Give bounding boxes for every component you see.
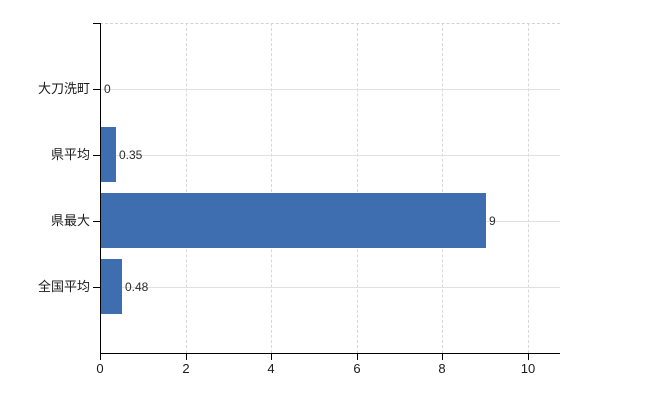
gridline-horizontal bbox=[100, 287, 560, 288]
x-axis-tick bbox=[442, 353, 443, 360]
y-axis-tick bbox=[93, 155, 100, 156]
y-axis-tick bbox=[93, 89, 100, 90]
y-axis-line bbox=[100, 23, 101, 354]
x-axis-tick-label: 4 bbox=[267, 361, 275, 376]
bar bbox=[101, 127, 116, 182]
x-axis-tick-label: 8 bbox=[438, 361, 446, 376]
bar-value-label: 0.48 bbox=[125, 280, 149, 294]
plot-top-border bbox=[100, 23, 560, 24]
category-label: 県最大 bbox=[50, 213, 90, 228]
x-axis-line bbox=[100, 353, 560, 354]
y-axis-tick bbox=[93, 287, 100, 288]
gridline-vertical bbox=[442, 23, 443, 353]
category-label: 大刀洗町 bbox=[37, 81, 90, 96]
x-axis-tick-label: 2 bbox=[182, 361, 190, 376]
bar-value-label: 9 bbox=[489, 214, 496, 228]
bar bbox=[101, 259, 122, 314]
x-axis-tick bbox=[357, 353, 358, 360]
gridline-horizontal bbox=[100, 155, 560, 156]
bar-value-label: 0.35 bbox=[119, 148, 143, 162]
x-axis-tick bbox=[271, 353, 272, 360]
y-axis-top-tick bbox=[93, 23, 100, 24]
y-axis-tick bbox=[93, 221, 100, 222]
category-label: 全国平均 bbox=[37, 279, 90, 294]
x-axis-tick bbox=[186, 353, 187, 360]
x-axis-tick bbox=[100, 353, 101, 360]
gridline-vertical bbox=[528, 23, 529, 353]
x-axis-tick-label: 6 bbox=[353, 361, 361, 376]
bar bbox=[101, 193, 486, 248]
x-axis-tick-label: 0 bbox=[96, 361, 104, 376]
category-label: 県平均 bbox=[50, 147, 90, 162]
gridline-vertical bbox=[186, 23, 187, 353]
bar-value-label: 0 bbox=[104, 82, 111, 96]
gridline-vertical bbox=[271, 23, 272, 353]
x-axis-tick-label: 10 bbox=[520, 361, 536, 376]
x-axis-tick bbox=[528, 353, 529, 360]
gridline-horizontal bbox=[100, 89, 560, 90]
gridline-vertical bbox=[357, 23, 358, 353]
